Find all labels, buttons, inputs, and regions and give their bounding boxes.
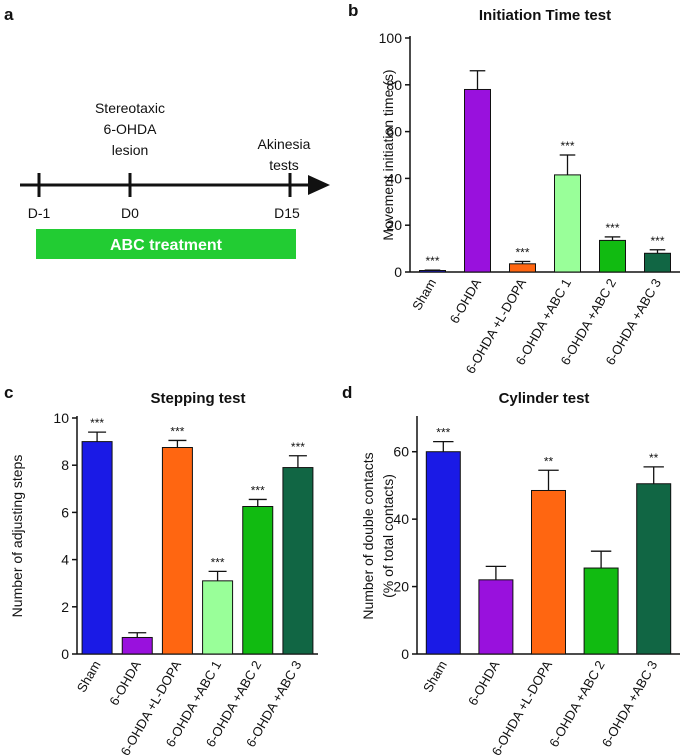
bar [202, 580, 234, 655]
significance-label: ** [544, 454, 554, 468]
timeline-event-text: Akinesia [258, 136, 311, 152]
timeline-day-label: D0 [121, 205, 139, 221]
y-tick-label: 20 [386, 217, 402, 233]
bar [554, 174, 581, 273]
y-tick-label: 100 [379, 30, 403, 46]
panel-letter-a: a [4, 5, 14, 24]
significance-label: *** [650, 234, 664, 248]
significance-label: *** [251, 483, 265, 497]
significance-label: *** [515, 245, 529, 259]
bar [583, 567, 619, 655]
significance-label: *** [291, 440, 305, 454]
y-tick-label: 40 [386, 170, 402, 186]
bar [644, 252, 671, 273]
y-tick-label: 6 [61, 504, 69, 520]
bar [636, 483, 672, 655]
timeline-day-label: D-1 [28, 205, 51, 221]
chart-title: Initiation Time test [479, 7, 611, 24]
significance-label: *** [425, 254, 439, 268]
timeline-event-text: 6-OHDA [104, 121, 158, 137]
y-axis-label: Number of double contacts [360, 452, 376, 619]
chart-title: Stepping test [150, 390, 245, 407]
category-label: 6-OHDA +L-DOPA [489, 658, 556, 756]
y-axis-label: Movement initiation time (s) [380, 69, 396, 240]
chart-title: Cylinder test [499, 390, 590, 407]
panel-letter-c: c [4, 383, 13, 402]
y-tick-label: 2 [61, 599, 69, 615]
chart-cylinder: Cylinder test Number of double contacts (%… [360, 390, 680, 756]
category-label: Sham [74, 658, 104, 695]
category-label: 6-OHDA [465, 658, 503, 708]
bar [464, 88, 491, 273]
y-tick-label: 40 [393, 511, 409, 527]
chart-initiation-time: Initiation Time test Movement initiation … [379, 7, 680, 376]
panel-letter-b: b [348, 1, 358, 20]
bar [282, 467, 314, 655]
y-tick-label: 60 [393, 444, 409, 460]
bar [161, 447, 193, 655]
treatment-bar [36, 229, 296, 259]
significance-label: *** [605, 221, 619, 235]
y-tick-label: 10 [53, 410, 69, 426]
significance-label: *** [436, 426, 450, 440]
timeline-event-text: lesion [112, 142, 149, 158]
timeline-panel: D-1 D0 D15 Stereotaxic 6-OHDA lesion Aki… [20, 100, 330, 259]
y-tick-label: 0 [394, 264, 402, 280]
bar [425, 451, 461, 655]
y-axis-label: Number of adjusting steps [9, 455, 25, 618]
category-label: Sham [409, 276, 439, 313]
timeline-event-text: tests [269, 157, 299, 173]
y-tick-label: 20 [393, 579, 409, 595]
y-tick-label: 80 [386, 77, 402, 93]
bar [478, 579, 514, 655]
significance-label: *** [90, 416, 104, 430]
significance-label: *** [211, 555, 225, 569]
bar [121, 636, 153, 655]
bar [81, 441, 113, 655]
treatment-label: ABC treatment [110, 237, 223, 254]
y-tick-label: 8 [61, 457, 69, 473]
category-label: 6-OHDA +ABC 2 [546, 658, 608, 750]
timeline-event-text: Stereotaxic [95, 100, 165, 116]
bar [531, 489, 566, 655]
bar [599, 239, 626, 273]
y-tick-label: 0 [401, 646, 409, 662]
category-label: 6-OHDA [106, 658, 144, 708]
significance-label: *** [560, 139, 574, 153]
bar [509, 263, 536, 273]
timeline-day-label: D15 [274, 205, 300, 221]
y-tick-label: 0 [61, 646, 69, 662]
bar [242, 506, 274, 655]
category-label: 6-OHDA +ABC 3 [599, 658, 661, 750]
panel-letter-d: d [342, 383, 352, 402]
y-tick-label: 4 [61, 552, 69, 568]
category-label: Sham [420, 658, 450, 695]
significance-label: *** [170, 424, 184, 438]
significance-label: ** [649, 451, 659, 465]
y-axis-label-units: (% of total contacts) [380, 474, 396, 598]
timeline-arrowhead [308, 175, 330, 195]
category-label: 6-OHDA [447, 276, 485, 326]
chart-stepping: Stepping test Number of adjusting steps 0 2… [9, 390, 318, 756]
y-tick-label: 60 [386, 124, 402, 140]
